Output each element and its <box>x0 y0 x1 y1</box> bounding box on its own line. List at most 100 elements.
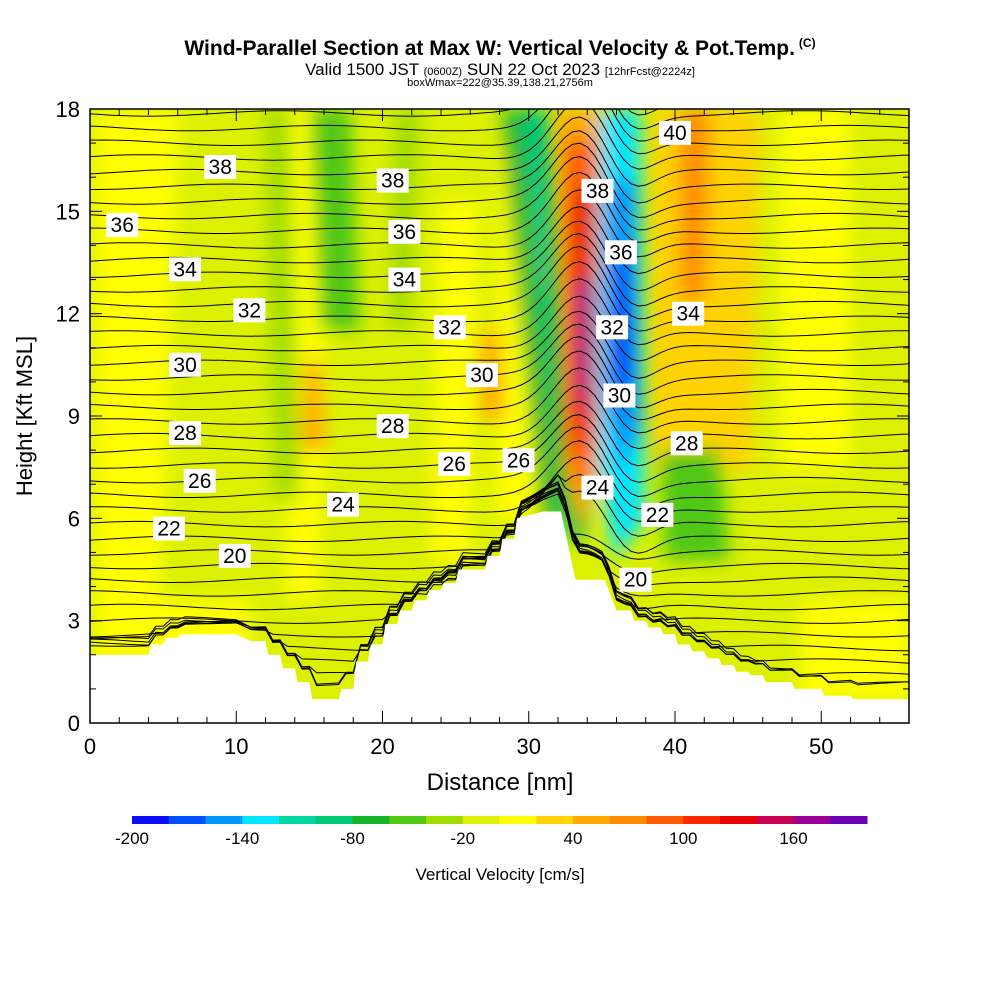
isentrope-line <box>90 481 909 676</box>
colorbar-swatch <box>720 816 758 824</box>
chart-title: Wind-Parallel Section at Max W: Vertical… <box>184 36 816 60</box>
isentrope-label: 34 <box>388 267 421 292</box>
colorbar-tick-label: 100 <box>669 829 697 848</box>
colorbar-swatch <box>756 816 794 824</box>
colorbar-swatch <box>499 816 537 824</box>
y-tick-label: 0 <box>68 711 80 736</box>
isentrope-line <box>90 245 909 320</box>
isentrope-line <box>90 400 909 467</box>
y-tick-label: 18 <box>56 97 80 122</box>
isentrope-line <box>90 109 909 142</box>
colorbar-swatch <box>242 816 280 824</box>
x-tick-label: 30 <box>517 734 541 759</box>
isentrope-line <box>90 414 909 483</box>
isentrope-label-text: 38 <box>381 170 404 193</box>
isentrope-label-text: 24 <box>331 494 355 517</box>
isentrope-line <box>90 130 909 204</box>
isentrope-label: 38 <box>581 178 614 203</box>
colorbar-swatch <box>830 816 868 824</box>
colorbar-tick-label: -140 <box>225 829 259 848</box>
isentrope-line <box>90 155 909 231</box>
y-tick-label: 3 <box>68 609 80 634</box>
y-tick-label: 15 <box>56 199 80 224</box>
isentrope-label: 28 <box>376 414 409 439</box>
terrain <box>90 511 909 723</box>
colorbar-swatch <box>646 816 684 824</box>
isentrope-label: 22 <box>641 502 674 527</box>
isentrope-label: 32 <box>596 315 629 340</box>
y-axis-label: Height [Kft MSL] <box>12 336 37 496</box>
isentrope-label-text: 34 <box>173 258 197 281</box>
x-axis: 0 10 20 30 40 50 <box>84 109 910 759</box>
isentrope-line <box>90 261 909 332</box>
isentrope-label: 20 <box>619 567 652 592</box>
x-tick-label: 10 <box>224 734 248 759</box>
isentrope-label-text: 36 <box>111 214 134 237</box>
isentrope-label: 24 <box>581 475 614 500</box>
isentrope-label-text: 26 <box>507 449 530 472</box>
colorbar-swatch <box>462 816 500 824</box>
isentrope-line <box>90 426 909 498</box>
isentrope-line <box>90 456 909 522</box>
colorbar-swatch <box>205 816 243 824</box>
isentrope-label: 36 <box>604 240 637 265</box>
isentrope-label-text: 28 <box>675 432 698 455</box>
isentrope-label: 26 <box>183 468 216 493</box>
isentrope-line <box>90 440 909 510</box>
isentrope-label: 20 <box>218 543 251 568</box>
isentrope-label-text: 34 <box>393 269 417 292</box>
isentrope-label-text: 30 <box>173 354 196 377</box>
isentrope-label: 30 <box>465 363 498 388</box>
colorbar-tick-label: 40 <box>564 829 583 848</box>
y-tick-label: 12 <box>56 302 80 327</box>
colorbar-swatch <box>279 816 317 824</box>
isentrope-label: 28 <box>670 431 703 456</box>
x-axis-label: Distance [nm] <box>427 769 574 796</box>
isentrope-line <box>90 488 909 597</box>
isentrope-label: 32 <box>233 298 266 323</box>
isentrope-labels: 38 38 40 36 36 38 34 34 36 32 32 34 32 30 30 30 28 28 28 26… <box>106 120 705 592</box>
colorbar-label: Vertical Velocity [cm/s] <box>415 865 584 884</box>
isentrope-label-text: 36 <box>609 241 632 264</box>
isentrope-label-text: 26 <box>443 453 466 476</box>
isentrope-line <box>90 206 909 275</box>
isentrope-line <box>90 278 909 346</box>
isentrope-line <box>90 171 909 243</box>
isentrope-label-text: 36 <box>393 221 416 244</box>
isentrope-line <box>90 483 909 652</box>
isentrope-label-text: 24 <box>586 477 610 500</box>
isentrope-line <box>90 473 909 554</box>
isentrope-line <box>90 189 909 258</box>
isentrope-line <box>90 310 909 379</box>
isentrope-label: 34 <box>169 257 202 282</box>
isentrope-label-text: 40 <box>663 122 686 145</box>
colorbar-swatch <box>793 816 831 824</box>
colorbar-swatch <box>536 816 574 824</box>
colorbar-swatch <box>426 816 464 824</box>
x-tick-label: 0 <box>84 734 96 759</box>
isentrope-label: 28 <box>169 421 202 446</box>
isentrope-label-text: 38 <box>209 156 232 179</box>
isentrope-label-text: 34 <box>677 303 701 326</box>
isentrope-label: 30 <box>603 383 636 408</box>
colorbar-swatch <box>389 816 427 824</box>
isentrope-line <box>90 336 909 409</box>
isentrope-label-text: 32 <box>438 316 461 339</box>
colorbar-swatch <box>315 816 353 824</box>
isentrope-line <box>90 109 909 155</box>
isentrope-label-text: 32 <box>238 299 261 322</box>
x-tick-label: 50 <box>809 734 833 759</box>
isentrope-lines <box>90 109 909 687</box>
isentrope-label-text: 30 <box>470 364 493 387</box>
isentrope-line <box>90 350 909 421</box>
isentrope-label: 30 <box>169 352 202 377</box>
colorbar-tick-label: -80 <box>340 829 365 848</box>
isentrope-label: 38 <box>376 168 409 193</box>
box-info: boxWmax=222@35.39,138.21,2756m <box>407 77 593 89</box>
isentrope-label-text: 22 <box>157 518 180 541</box>
isentrope-label: 22 <box>153 516 185 541</box>
isentrope-line <box>90 295 909 362</box>
y-tick-label: 9 <box>68 404 80 429</box>
y-axis: 0 36 9 12 15 18 <box>56 97 909 736</box>
